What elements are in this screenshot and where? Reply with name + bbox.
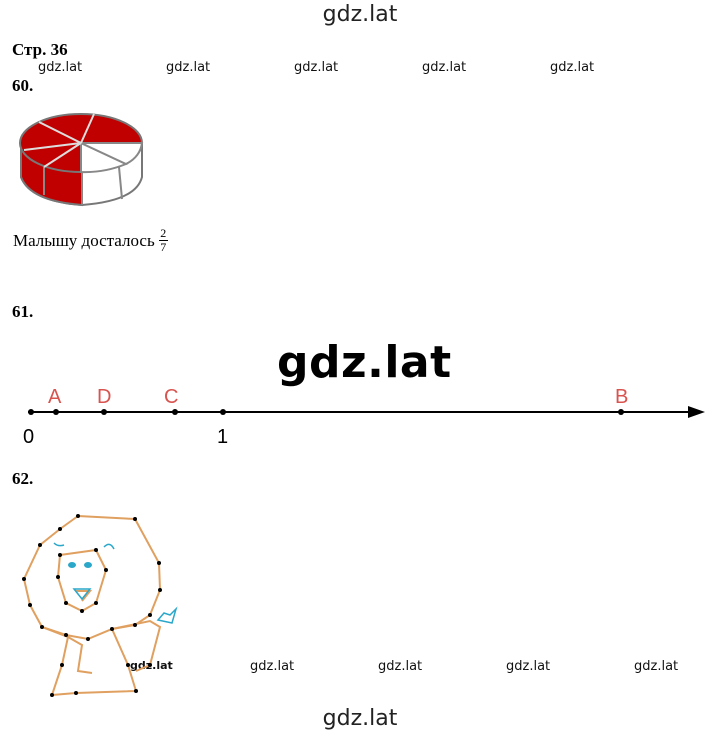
number-line-arrow (688, 406, 705, 418)
lion-ear-right (103, 543, 115, 550)
cake-cut-line (23, 142, 82, 151)
point-a (53, 409, 59, 415)
watermark-small: gdz.lat (550, 60, 595, 75)
lion-drawing (22, 514, 178, 697)
point-zero (28, 409, 34, 415)
cake-cut-line (38, 121, 82, 144)
label-zero: 0 (23, 426, 34, 448)
lion-features (53, 542, 178, 624)
lion-tail-tip (156, 606, 178, 624)
cake-empty-slice (80, 142, 144, 166)
watermark-small: gdz.lat (506, 659, 551, 674)
watermark-bottom: gdz.lat (322, 706, 398, 731)
label-b: B (615, 386, 628, 408)
label-d: D (97, 386, 111, 408)
cake-cut-line (80, 113, 95, 144)
lion-ear-left (53, 542, 65, 547)
answer-fraction: 2 7 (158, 226, 168, 254)
point-c (172, 409, 178, 415)
fraction-bar (158, 240, 168, 241)
answer-text: Малышу досталось (13, 230, 155, 250)
watermark-small: gdz.lat (422, 60, 467, 75)
task-62-number: 62. (12, 469, 34, 488)
point-b (618, 409, 624, 415)
watermark-small: gdz.lat (38, 60, 83, 75)
label-one: 1 (217, 426, 228, 448)
lion-outline (22, 515, 162, 697)
cake-side-cut (118, 166, 123, 200)
task-61-number: 61. (12, 302, 34, 321)
watermark-small: gdz.lat (378, 659, 423, 674)
task-60-number: 60. (12, 76, 34, 95)
fraction-denominator: 7 (160, 240, 167, 254)
label-a: A (48, 386, 62, 408)
lion-eye-left (68, 562, 76, 568)
lion-dots (22, 514, 162, 697)
watermark-small: gdz.lat (294, 60, 339, 75)
number-line: 0 1 A D C B (23, 386, 705, 448)
watermark-small: gdz.lat (250, 659, 295, 674)
watermark-small: gdz.lat (166, 60, 211, 75)
watermark-large: gdz.lat (277, 337, 452, 388)
lion-eye-right (84, 562, 92, 568)
label-c: C (164, 386, 178, 408)
fraction-numerator: 2 (160, 226, 167, 240)
point-one (220, 409, 226, 415)
watermark-top: gdz.lat (322, 2, 398, 27)
page-label: Стр. 36 (12, 40, 68, 59)
watermark-small: gdz.lat (634, 659, 679, 674)
lion-nose (72, 588, 92, 601)
pie-cake-figure (19, 113, 144, 207)
task-60-answer: Малышу досталось 2 7 (13, 227, 168, 254)
point-d (101, 409, 107, 415)
cake-cut-line (43, 142, 82, 168)
